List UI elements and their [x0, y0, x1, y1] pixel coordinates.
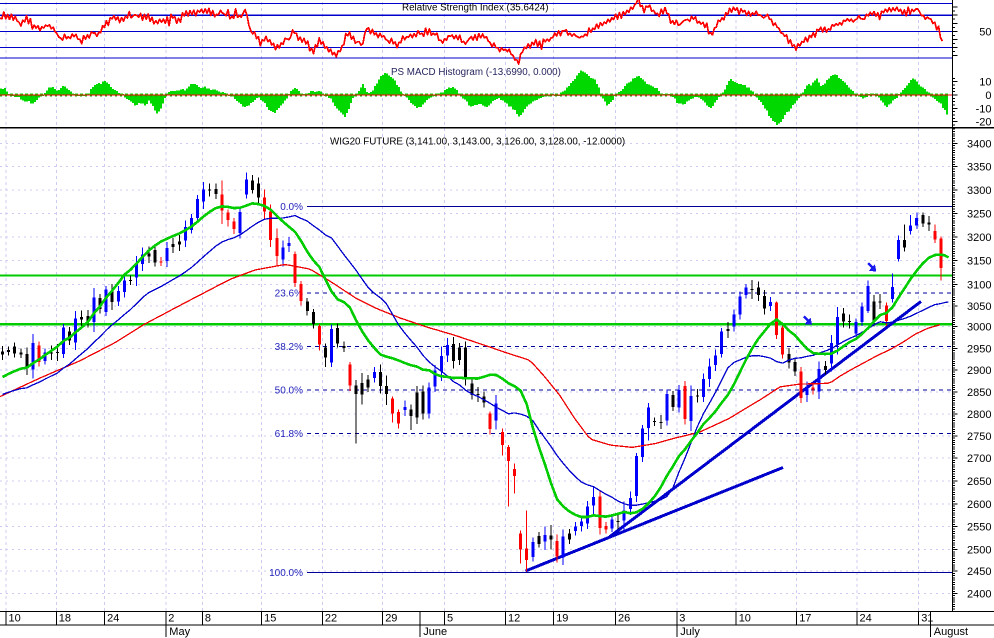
svg-text:3200: 3200	[967, 232, 991, 244]
svg-text:2550: 2550	[967, 522, 991, 534]
svg-text:2600: 2600	[967, 499, 991, 511]
svg-text:17: 17	[799, 613, 811, 625]
svg-text:24: 24	[860, 613, 872, 625]
svg-text:2650: 2650	[967, 476, 991, 488]
svg-text:10: 10	[739, 613, 751, 625]
svg-text:0.0%: 0.0%	[280, 202, 303, 213]
svg-text:10: 10	[979, 77, 991, 89]
svg-text:0: 0	[985, 90, 991, 102]
svg-text:15: 15	[264, 613, 276, 625]
svg-text:August: August	[934, 626, 968, 638]
svg-text:8: 8	[205, 613, 211, 625]
svg-text:26: 26	[618, 613, 630, 625]
svg-text:3150: 3150	[967, 256, 991, 268]
svg-text:29: 29	[385, 613, 397, 625]
svg-text:PS MACD Histogram (-13.6990, 0: PS MACD Histogram (-13.6990, 0.000)	[391, 67, 561, 78]
svg-text:3350: 3350	[967, 162, 991, 174]
svg-text:23.6%: 23.6%	[275, 288, 303, 299]
svg-text:19: 19	[556, 613, 568, 625]
svg-text:31: 31	[921, 613, 933, 625]
svg-text:2950: 2950	[967, 344, 991, 356]
svg-text:12: 12	[508, 613, 520, 625]
svg-text:June: June	[423, 626, 447, 638]
svg-text:10: 10	[9, 613, 21, 625]
svg-text:2: 2	[168, 613, 174, 625]
svg-text:61.8%: 61.8%	[275, 429, 303, 440]
svg-text:50: 50	[979, 26, 991, 38]
svg-text:2700: 2700	[967, 453, 991, 465]
svg-text:Relative Strength Index (35.64: Relative Strength Index (35.6424)	[402, 3, 549, 14]
svg-text:2400: 2400	[967, 589, 991, 601]
svg-text:2850: 2850	[967, 387, 991, 399]
svg-text:3300: 3300	[967, 185, 991, 197]
svg-text:July: July	[680, 626, 700, 638]
svg-text:2450: 2450	[967, 566, 991, 578]
svg-text:100.0%: 100.0%	[269, 568, 303, 579]
svg-text:5: 5	[447, 613, 453, 625]
svg-text:-10: -10	[976, 103, 992, 115]
svg-text:May: May	[169, 626, 190, 638]
svg-text:-20: -20	[976, 117, 992, 129]
svg-text:2900: 2900	[967, 365, 991, 377]
svg-text:WIG20 FUTURE (3,141.00, 3,143.: WIG20 FUTURE (3,141.00, 3,143.00, 3,126.…	[330, 137, 625, 148]
svg-text:3050: 3050	[967, 301, 991, 313]
svg-text:18: 18	[59, 613, 71, 625]
svg-text:2750: 2750	[967, 431, 991, 443]
svg-text:3: 3	[679, 613, 685, 625]
svg-text:3000: 3000	[967, 322, 991, 334]
svg-text:22: 22	[325, 613, 337, 625]
svg-text:3250: 3250	[967, 209, 991, 221]
svg-text:2800: 2800	[967, 409, 991, 421]
svg-text:38.2%: 38.2%	[275, 342, 303, 353]
svg-text:50.0%: 50.0%	[275, 385, 303, 396]
svg-text:3100: 3100	[967, 280, 991, 292]
svg-text:24: 24	[107, 613, 119, 625]
svg-text:2500: 2500	[967, 545, 991, 557]
svg-text:3400: 3400	[967, 138, 991, 150]
